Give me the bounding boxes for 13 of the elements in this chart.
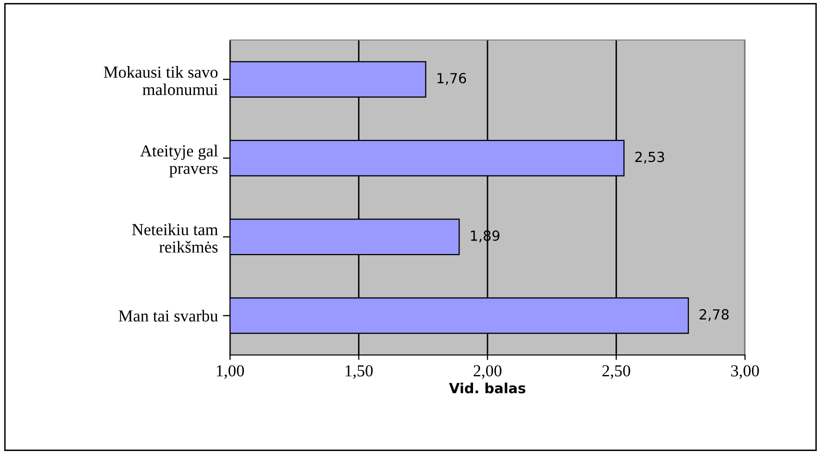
y-tick-label: Ateityje gal pravers — [140, 144, 218, 178]
data-label: 2,78 — [700, 309, 729, 322]
x-tick-label: 1,50 — [346, 365, 373, 379]
x-tick-label: 2,00 — [474, 365, 502, 379]
x-tick-label: 3,00 — [731, 365, 759, 379]
x-tick-label: 1,00 — [216, 365, 244, 379]
y-tick-label: Man tai svarbu — [118, 310, 218, 322]
y-tick-label: Mokausi tik savo malonumui — [104, 66, 218, 96]
data-label: 1,76 — [438, 72, 466, 85]
x-tick-label: 2,50 — [602, 365, 630, 379]
x-axis-title: Vid. balas — [449, 382, 526, 394]
y-tick-label: Neteikiu tam reikšmės — [132, 224, 218, 253]
data-label: 2,53 — [635, 152, 664, 164]
